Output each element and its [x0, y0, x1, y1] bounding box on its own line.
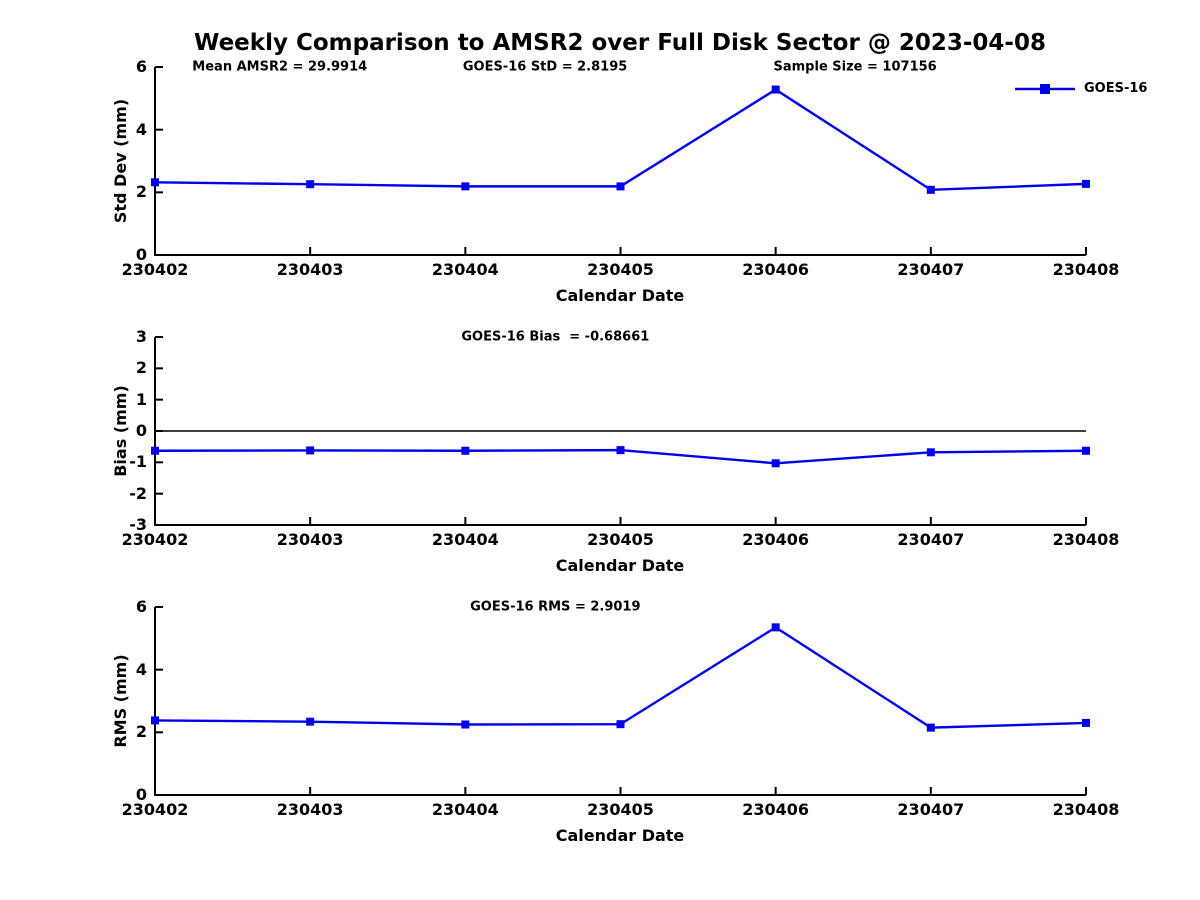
- x-axis-label: Calendar Date: [555, 556, 685, 575]
- y-tick-label: -3: [129, 515, 147, 534]
- x-axis-label: Calendar Date: [555, 286, 685, 305]
- x-tick-label: 230406: [742, 260, 810, 279]
- x-tick-label: 230406: [742, 800, 810, 819]
- legend-line-marker-icon: [1015, 84, 1075, 94]
- data-point-marker: [461, 446, 470, 455]
- x-tick-label: 230404: [431, 260, 499, 279]
- x-tick-label: 230403: [276, 800, 344, 819]
- x-tick-label: 230408: [1052, 260, 1120, 279]
- x-tick-label: 230407: [897, 800, 965, 819]
- figure-title: Weekly Comparison to AMSR2 over Full Dis…: [194, 30, 1046, 56]
- data-line: [154, 625, 1087, 729]
- y-tick-label: 0: [135, 785, 147, 804]
- y-tick-label: 4: [135, 659, 147, 679]
- x-tick-label: 230404: [431, 530, 499, 549]
- legend-label: GOES-16: [1084, 81, 1148, 96]
- data-point-marker: [1082, 179, 1090, 188]
- panel-std-dev: Std Dev (mm) Calendar Date 0 2 4 6 230402 230…: [0, 55, 1200, 325]
- stat-annotation: Sample Size = 107156: [773, 59, 937, 75]
- plot-area-std-dev: [151, 66, 1090, 256]
- data-point-marker: [771, 85, 780, 94]
- x-tick-label: 230404: [431, 800, 499, 819]
- legend: GOES-16: [1014, 81, 1147, 97]
- y-tick-label: 2: [135, 182, 147, 202]
- data-point-marker: [616, 720, 625, 729]
- plot-area-rms: [151, 606, 1090, 796]
- x-tick-label: 230402: [121, 800, 189, 819]
- stat-annotation: GOES-16 Bias = -0.68661: [461, 329, 650, 345]
- data-point-marker: [771, 623, 780, 632]
- y-tick-label: 2: [135, 358, 147, 378]
- x-tick-label: 230405: [587, 530, 654, 549]
- y-tick-label: -1: [129, 452, 147, 472]
- data-point-marker: [1082, 718, 1090, 727]
- x-tick-label: 230403: [276, 530, 344, 549]
- data-point-marker: [616, 182, 625, 191]
- y-tick-label: -2: [129, 483, 147, 503]
- x-tick-label: 230402: [121, 260, 189, 279]
- y-tick-label: 6: [135, 57, 147, 76]
- y-tick-label: 2: [135, 722, 147, 742]
- plot-area-bias: [151, 336, 1090, 526]
- data-point-marker: [926, 185, 935, 194]
- x-tick-label: 230408: [1052, 530, 1120, 549]
- data-point-marker: [306, 180, 315, 189]
- data-point-marker: [151, 178, 159, 187]
- x-tick-label: 230407: [897, 260, 965, 279]
- data-point-marker: [926, 448, 935, 457]
- stat-annotation: GOES-16 RMS = 2.9019: [470, 599, 641, 615]
- y-tick-label: 0: [135, 245, 147, 264]
- data-point-marker: [306, 446, 315, 455]
- x-axis-label: Calendar Date: [555, 826, 685, 845]
- x-tick-label: 230402: [121, 530, 189, 549]
- data-line: [154, 88, 1087, 192]
- x-tick-label: 230407: [897, 530, 965, 549]
- y-tick-label: 0: [135, 421, 147, 440]
- data-point-marker: [461, 720, 470, 729]
- x-tick-label: 230408: [1052, 800, 1120, 819]
- y-tick-label: 4: [135, 119, 147, 139]
- data-point-marker: [151, 716, 159, 725]
- x-tick-label: 230403: [276, 260, 344, 279]
- x-tick-label: 230405: [587, 260, 654, 279]
- data-point-marker: [1082, 446, 1090, 455]
- data-point-marker: [461, 182, 470, 191]
- y-tick-label: 3: [135, 327, 147, 346]
- data-point-marker: [616, 446, 625, 455]
- stat-annotation: GOES-16 StD = 2.8195: [462, 59, 628, 75]
- x-tick-label: 230405: [587, 800, 654, 819]
- y-tick-label: 6: [135, 597, 147, 616]
- stat-annotation: Mean AMSR2 = 29.9914: [192, 59, 368, 75]
- data-point-marker: [151, 446, 159, 455]
- y-tick-label: 1: [135, 389, 147, 409]
- data-point-marker: [771, 459, 780, 468]
- data-point-marker: [926, 723, 935, 732]
- x-tick-label: 230406: [742, 530, 810, 549]
- panel-bias: Bias (mm) Calendar Date -3 -2 -1 0 1 2 3 230402…: [0, 325, 1200, 595]
- data-point-marker: [306, 717, 315, 726]
- panel-rms: RMS (mm) Calendar Date 0 2 4 6 230402 230403 2…: [0, 595, 1200, 865]
